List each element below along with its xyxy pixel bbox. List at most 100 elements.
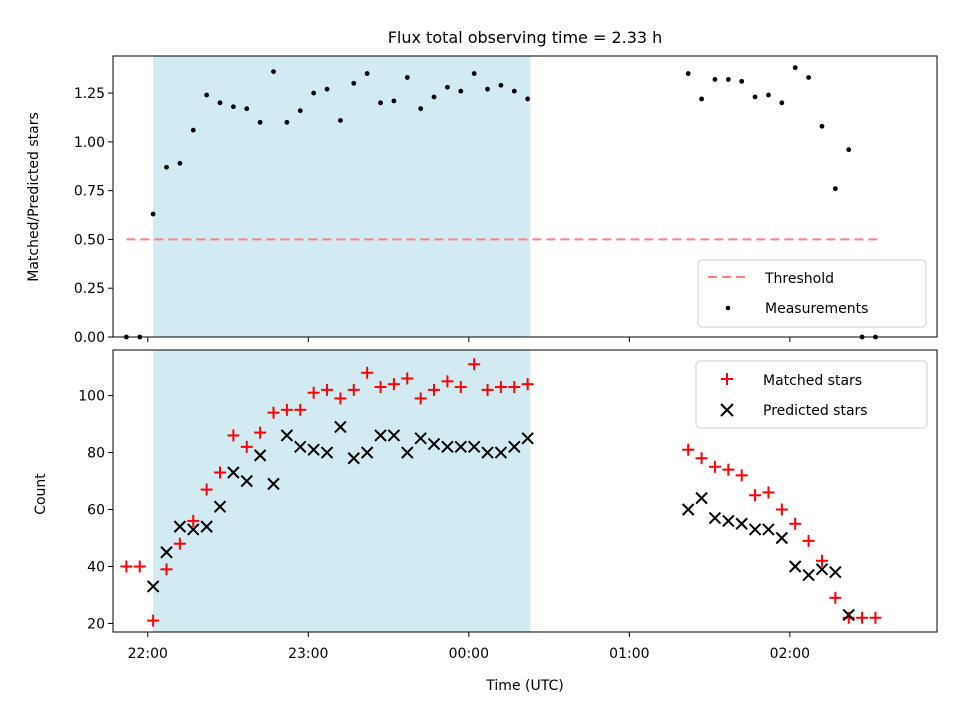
measurement-point [284,119,290,125]
matched-star-point [481,383,494,396]
measurement-point [752,94,758,100]
x-tick-label: 02:00 [770,646,810,662]
predicted-star-point [240,474,253,488]
measurement-point [819,123,825,129]
matched-star-point [280,403,293,416]
measurement-point [832,186,838,192]
matched-star-point [454,381,467,394]
matched-star-point [508,381,521,394]
matched-star-point [387,378,400,391]
x-tick-label: 01:00 [609,646,649,662]
matched-star-point [735,469,748,482]
predicted-star-point [842,608,855,622]
predicted-star-point [334,420,347,434]
measurement-point [351,80,357,86]
matched-star-point [240,440,253,453]
matched-star-point [708,460,721,473]
predicted-star-point [775,531,789,545]
legend-predicted-label: Predicted stars [763,403,868,419]
measurement-point [391,98,397,104]
predicted-star-point [441,440,454,454]
predicted-star-point [253,449,267,462]
bottom-panel: 20 40 60 80 100 22:00 23:00 00:00 01:00 02:00 Co… [33,349,938,694]
predicted-star-point [521,432,534,445]
measurement-points [123,65,878,340]
top-y-axis-label: Matched/Predicted stars [26,112,42,282]
matched-star-point [267,406,280,419]
top-legend-box [697,259,927,328]
bottom-y-axis-ticks: 20 40 60 80 100 [78,389,113,632]
matched-star-point [749,489,762,502]
matched-star-point [374,381,387,394]
predicted-star-point [802,568,815,582]
measurement-point [445,84,450,90]
y-tick-label: 1.00 [74,135,105,151]
x-tick-label: 00:00 [449,646,489,662]
predicted-star-point [213,500,227,513]
matched-star-point [361,366,374,379]
predicted-star-point [815,563,829,576]
matched-star-point [775,503,788,516]
predicted-star-point [708,511,722,525]
predicted-star-point [454,440,467,454]
matched-star-point [321,383,334,396]
x-tick-label: 23:00 [288,646,328,662]
matched-star-point [428,383,441,396]
matched-star-point [120,560,133,573]
measurement-point [364,71,370,76]
top-y-axis-ticks: 0.00 0.25 0.50 0.75 1.00 1.25 [74,86,113,346]
top-plot-frame [112,55,938,338]
matched-star-point [695,452,708,465]
measurement-point [177,160,183,166]
matched-star-point [682,443,695,456]
predicted-star-point [187,523,200,536]
bottom-legend: Matched stars Predicted stars [695,360,928,429]
measurement-point [378,100,383,106]
matched-star-point [147,614,160,627]
matched-star-point [133,560,146,573]
measurement-point [404,75,410,80]
measurement-point [739,78,745,84]
matched-star-point [254,426,267,439]
predicted-star-point [227,466,240,479]
y-tick-label: 80 [87,446,105,462]
bottom-y-axis-label: Count [33,473,49,515]
top-legend: Threshold Measurements [697,259,927,328]
predicted-star-point [735,517,748,530]
predicted-star-point [280,429,294,442]
matched-star-point [494,381,507,394]
predicted-star-point [267,477,280,491]
predicted-star-point [789,560,802,573]
predicted-star-point [200,520,213,533]
bottom-x-axis-ticks: 22:00 23:00 00:00 01:00 02:00 [128,632,810,662]
predicted-star-point [414,432,427,445]
measurement-point [725,77,731,82]
y-tick-label: 0.75 [74,184,105,200]
measurement-point [471,71,477,76]
matched-star-point [160,563,173,576]
predicted-star-point [387,429,401,442]
predicted-star-point [494,446,508,459]
predicted-star-point [160,546,173,559]
measurement-point [150,211,156,217]
predicted-star-point [320,446,334,459]
measurement-point [324,86,330,92]
measurement-point [846,147,852,153]
predicted-star-point [347,452,360,465]
x-tick-label: 22:00 [128,646,168,662]
predicted-star-point [401,446,414,459]
measurement-point [792,65,798,71]
predicted-star-point [695,491,708,505]
matched-star-point [214,466,227,479]
measurement-point [418,106,424,112]
predicted-stars-points [146,420,855,622]
y-tick-label: 100 [78,389,105,405]
matched-star-point [414,392,427,405]
matched-star-point [815,554,828,567]
measurement-point [190,127,196,133]
y-tick-label: 40 [87,559,105,575]
predicted-star-point [360,446,374,459]
measurement-point [338,117,343,123]
